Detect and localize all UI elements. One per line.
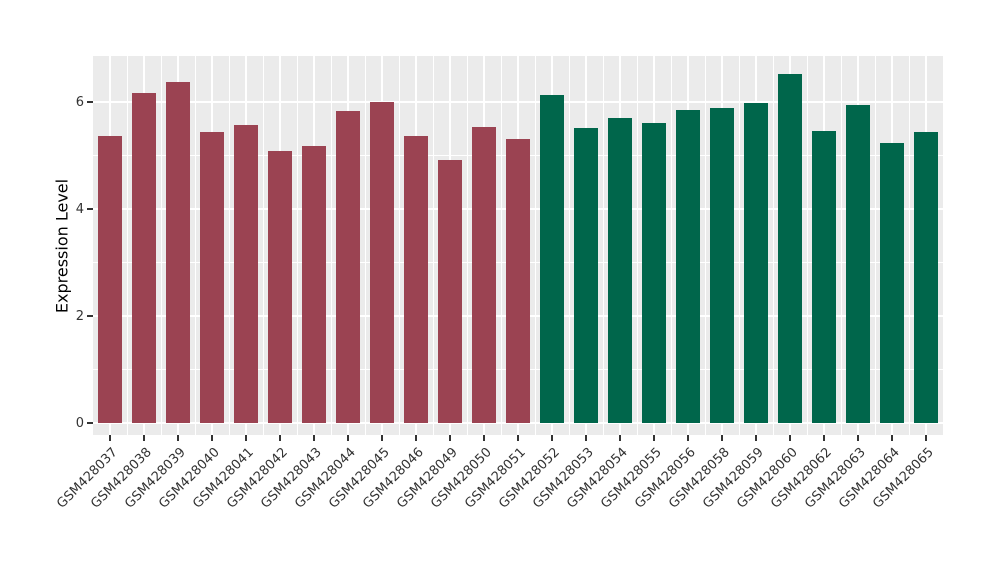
x-tick-mark	[585, 435, 587, 441]
minor-gridline-x	[908, 56, 910, 435]
minor-gridline-x	[840, 56, 842, 435]
x-tick-mark	[653, 435, 655, 441]
x-tick-mark	[109, 435, 111, 441]
minor-gridline-x	[126, 56, 128, 435]
minor-gridline-x	[500, 56, 502, 435]
bar-GSM428039	[166, 82, 190, 423]
x-tick-mark	[279, 435, 281, 441]
x-tick-mark	[925, 435, 927, 441]
x-tick-mark	[415, 435, 417, 441]
minor-gridline-x	[160, 56, 162, 435]
y-tick-label: 0	[75, 415, 84, 431]
x-tick-mark	[449, 435, 451, 441]
x-tick-mark	[313, 435, 315, 441]
minor-gridline-x	[228, 56, 230, 435]
x-tick-mark	[857, 435, 859, 441]
x-tick-mark	[483, 435, 485, 441]
x-tick-mark	[551, 435, 553, 441]
y-tick-label: 4	[75, 201, 84, 217]
bar-GSM428054	[608, 117, 632, 423]
y-tick-label: 6	[75, 94, 84, 110]
bar-GSM428065	[914, 132, 938, 423]
minor-gridline-x	[296, 56, 298, 435]
minor-gridline-x	[670, 56, 672, 435]
minor-gridline-x	[466, 56, 468, 435]
bar-GSM428056	[676, 110, 700, 423]
x-tick-mark	[347, 435, 349, 441]
bar-GSM428051	[506, 138, 530, 423]
x-tick-mark	[177, 435, 179, 441]
y-tick-label: 2	[75, 308, 84, 324]
x-tick-mark	[721, 435, 723, 441]
bar-GSM428053	[574, 128, 598, 423]
minor-gridline-x	[636, 56, 638, 435]
bar-GSM428063	[846, 105, 870, 423]
minor-gridline-x	[432, 56, 434, 435]
bar-GSM428045	[370, 102, 394, 423]
bar-GSM428049	[438, 159, 462, 423]
bar-GSM428059	[744, 103, 768, 423]
minor-gridline-x	[738, 56, 740, 435]
minor-gridline-x	[330, 56, 332, 435]
x-tick-mark	[755, 435, 757, 441]
x-tick-mark	[143, 435, 145, 441]
x-tick-mark	[619, 435, 621, 441]
x-tick-mark	[211, 435, 213, 441]
minor-gridline-x	[262, 56, 264, 435]
minor-gridline-x	[194, 56, 196, 435]
x-tick-mark	[891, 435, 893, 441]
y-tick-mark	[87, 315, 93, 317]
minor-gridline-x	[398, 56, 400, 435]
bar-GSM428043	[302, 145, 326, 423]
x-tick-mark	[381, 435, 383, 441]
plot-panel	[93, 56, 943, 435]
bar-GSM428042	[268, 150, 292, 423]
minor-gridline-x	[534, 56, 536, 435]
y-tick-mark	[87, 208, 93, 210]
bar-GSM428046	[404, 136, 428, 423]
bar-GSM428040	[200, 132, 224, 423]
bar-GSM428062	[812, 131, 836, 423]
x-tick-mark	[245, 435, 247, 441]
x-tick-mark	[517, 435, 519, 441]
minor-gridline-x	[806, 56, 808, 435]
bar-GSM428064	[880, 142, 904, 423]
bar-GSM428038	[132, 93, 156, 423]
minor-gridline-x	[602, 56, 604, 435]
bar-GSM428052	[540, 94, 564, 423]
y-axis-title: Expression Level	[52, 178, 72, 313]
minor-gridline-x	[874, 56, 876, 435]
minor-gridline-x	[704, 56, 706, 435]
bar-GSM428037	[98, 135, 122, 423]
minor-gridline-x	[364, 56, 366, 435]
minor-gridline-x	[772, 56, 774, 435]
minor-gridline-x	[568, 56, 570, 435]
x-tick-mark	[789, 435, 791, 441]
y-tick-mark	[87, 422, 93, 424]
x-tick-mark	[823, 435, 825, 441]
bar-GSM428058	[710, 107, 734, 423]
bar-GSM428060	[778, 74, 802, 423]
bar-GSM428055	[642, 123, 666, 423]
x-tick-mark	[687, 435, 689, 441]
bar-GSM428050	[472, 126, 496, 423]
bar-GSM428041	[234, 125, 258, 423]
bar-GSM428044	[336, 111, 360, 423]
y-tick-mark	[87, 101, 93, 103]
